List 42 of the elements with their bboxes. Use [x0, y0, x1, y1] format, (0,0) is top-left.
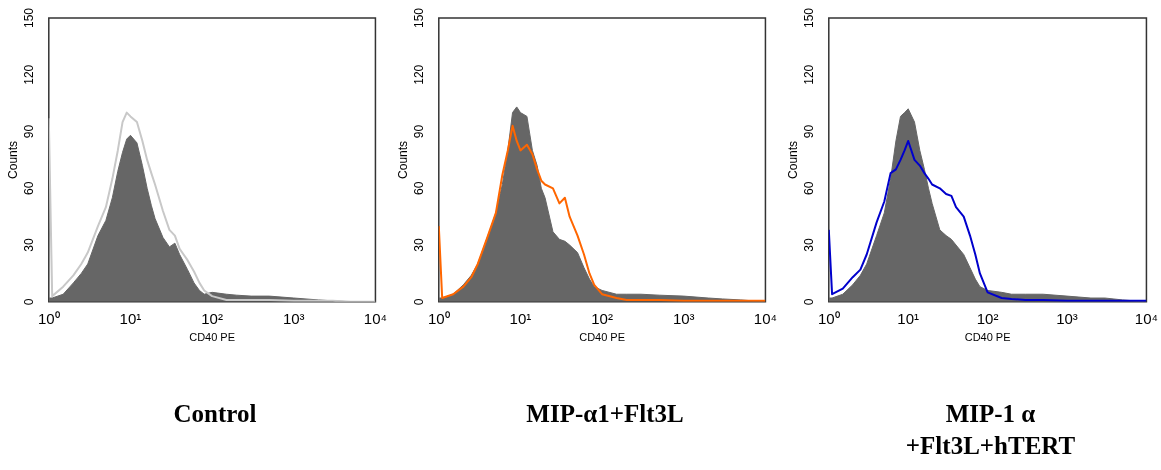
y-tick-label: 120	[412, 64, 427, 85]
x-tick-label: 10⁴	[1134, 309, 1159, 327]
y-axis-title: Counts	[785, 140, 800, 179]
y-tick-label: 90	[22, 124, 37, 139]
y-tick-label: 150	[412, 7, 427, 29]
x-tick-label: 10⁴	[363, 309, 388, 327]
y-axis-title: Counts	[395, 140, 410, 179]
y-tick-label: 150	[22, 7, 37, 29]
x-tick-label: 10⁰	[427, 309, 450, 327]
y-tick-label: 90	[802, 124, 817, 139]
x-tick-label: 10³	[672, 309, 695, 327]
x-tick-label: 10³	[282, 309, 305, 327]
y-tick-label: 60	[412, 181, 427, 195]
y-tick-label: 60	[22, 181, 37, 195]
x-tick-label: 10¹	[897, 309, 920, 327]
x-tick-label: 10²	[201, 309, 223, 327]
text: MIP-α1+Flt3L	[525, 399, 685, 429]
text: Control	[172, 399, 258, 429]
y-tick-label: 90	[412, 124, 427, 139]
y-tick-label: 150	[802, 7, 817, 29]
x-axis-title: CD40 PE	[579, 331, 626, 344]
x-tick-label: 10²	[591, 309, 613, 327]
y-tick-label: 30	[412, 238, 427, 252]
x-tick-label: 10⁴	[753, 309, 778, 327]
y-tick-label: 0	[802, 298, 817, 306]
y-tick-label: 30	[802, 238, 817, 252]
x-tick-label: 10²	[976, 309, 999, 327]
x-axis-title: CD40 PE	[964, 331, 1011, 344]
y-tick-label: 60	[802, 181, 817, 195]
x-tick-label: 10¹	[119, 309, 142, 327]
y-tick-label: 0	[22, 298, 37, 306]
x-axis-title: CD40 PE	[189, 331, 236, 344]
x-tick-label: 10¹	[509, 309, 532, 327]
y-axis-title: Counts	[5, 140, 20, 179]
y-tick-label: 120	[22, 64, 37, 85]
y-tick-label: 0	[412, 298, 427, 306]
y-tick-label: 30	[22, 238, 37, 252]
x-tick-label: 10⁰	[817, 309, 840, 327]
x-tick-label: 10⁰	[37, 309, 60, 327]
y-tick-label: 120	[802, 64, 817, 85]
x-tick-label: 10³	[1056, 309, 1078, 327]
text: MIP-1 α +Flt3L+hTERT	[904, 399, 1077, 461]
